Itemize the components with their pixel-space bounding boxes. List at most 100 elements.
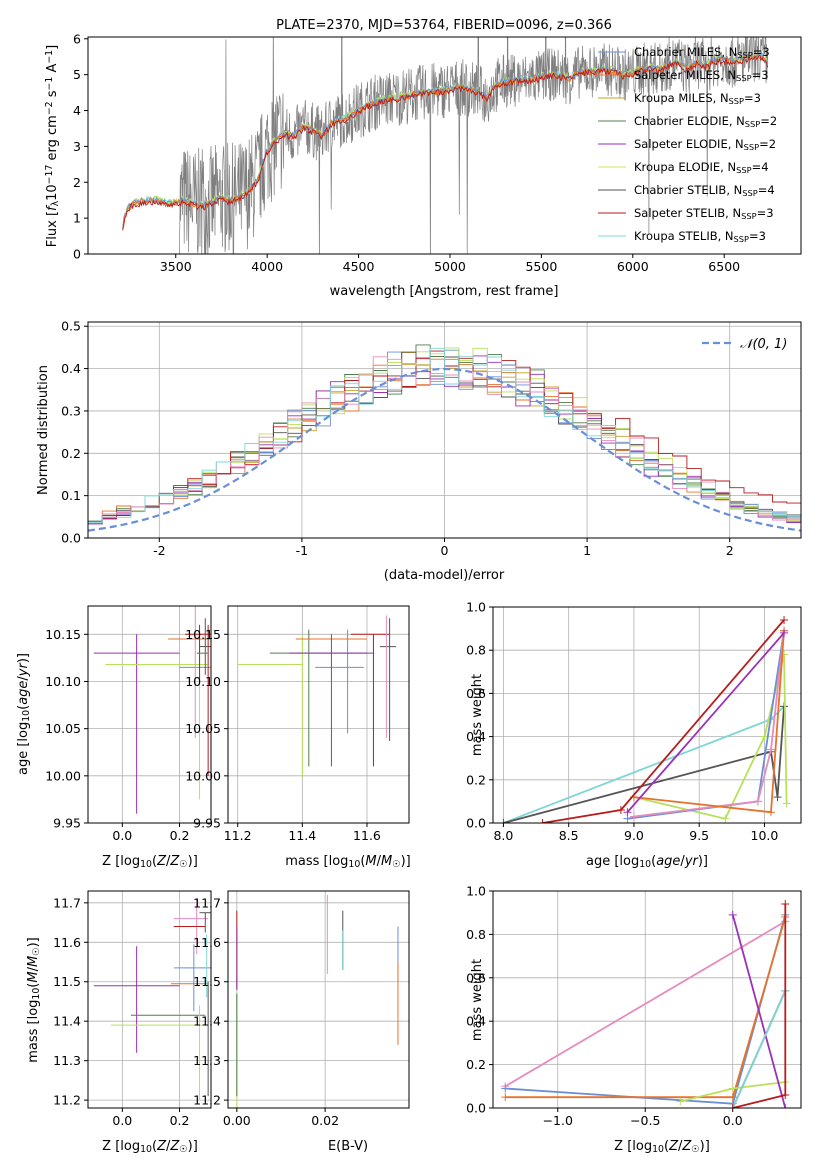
label-part: SSP — [744, 142, 759, 152]
legend-entry: 𝒩(0, 1) — [740, 337, 787, 352]
y-tick-label: 11.4 — [53, 1014, 81, 1029]
label-part: ( — [152, 854, 157, 869]
x-tick-label: 11.2 — [224, 828, 252, 843]
weight-marker — [781, 1090, 790, 1099]
y-tick-label: 11.4 — [193, 1014, 221, 1029]
y-tick-label: 11.5 — [53, 974, 81, 989]
x-tick-label: −1.0 — [543, 1113, 573, 1128]
x-tick-label: 5000 — [434, 259, 466, 274]
label-part: 10 — [140, 1144, 152, 1155]
y-axis-label: mass weight — [470, 959, 485, 1041]
weight-line-pink — [633, 630, 785, 818]
label-part: −1 — [44, 77, 55, 91]
y-tick-label: 0.8 — [466, 643, 486, 658]
weight-line-salpeter_elodie — [731, 914, 787, 1108]
legend-entry: Chabrier ELODIE, NSSP=2 — [634, 114, 777, 129]
weight-marker — [728, 1104, 737, 1108]
x-axis-label: Z [log10(Z/Z☉)] — [102, 1139, 198, 1155]
label-part: =4 — [752, 160, 769, 174]
label-part: M — [381, 854, 392, 869]
label-part: SSP — [737, 50, 752, 60]
x-tick-label: 0.0 — [112, 1113, 132, 1128]
weight-marker — [780, 615, 789, 624]
label-part: )] — [188, 1139, 198, 1154]
weight-marker — [766, 808, 775, 817]
y-tick-label: 9.95 — [193, 816, 221, 831]
weight-marker — [676, 1097, 685, 1106]
x-tick-label: 6000 — [617, 259, 649, 274]
label-part: age [log — [16, 722, 31, 775]
weight-marker — [501, 1084, 510, 1093]
label-part: )] — [26, 937, 41, 947]
normal-curve — [88, 367, 801, 532]
label-part: yr — [684, 854, 700, 869]
label-part: ] — [45, 45, 60, 50]
y-tick-label: 0.0 — [61, 531, 81, 546]
y-axis-label: mass [log10(M/M☉)] — [26, 937, 42, 1063]
x-tick-label: 0.2 — [170, 828, 190, 843]
legend-entry: Chabrier MILES, NSSP=3 — [634, 45, 770, 60]
label-part: M — [365, 854, 376, 869]
y-tick-label: 0.4 — [466, 1014, 486, 1029]
label-part: Z — [156, 1139, 167, 1154]
label-part: 10 — [348, 859, 360, 870]
y-tick-label: 0.4 — [61, 361, 81, 376]
label-part: Z — [169, 854, 180, 869]
legend-entry: Salpeter STELIB, NSSP=3 — [634, 206, 774, 221]
label-part: =3 — [753, 45, 770, 59]
y-tick-label: 0.2 — [466, 1057, 486, 1072]
y-tick-label: 4 — [73, 103, 81, 118]
label-part: f — [45, 204, 60, 211]
label-part: Salpeter MILES, N — [634, 68, 736, 82]
x-axis-label: E(B-V) — [328, 1139, 368, 1154]
axes-frame — [87, 605, 212, 824]
label-part: =3 — [752, 68, 769, 82]
x-tick-label: -2 — [153, 543, 165, 558]
label-part: ☉ — [179, 1144, 187, 1155]
age-vs-mass-panel: 11.2 11.4 11.6 9.95 10.00 10.05 10.10 10.15 mass… — [185, 605, 411, 870]
label-part: ( — [152, 1139, 157, 1154]
weight-line-salpeter_elodie — [626, 632, 785, 813]
y-tick-label: 11.3 — [53, 1053, 81, 1068]
weight-marker — [766, 745, 775, 754]
weight-marker — [728, 1084, 737, 1093]
label-part: yr — [16, 661, 31, 677]
y-tick-label: 11.3 — [193, 1053, 221, 1068]
label-part: ☉ — [179, 859, 187, 870]
y-tick-label: 5 — [73, 67, 81, 82]
label-part: Z — [156, 854, 167, 869]
y-tick-label: 10.10 — [185, 674, 221, 689]
axes-frame — [227, 605, 410, 824]
label-part: =2 — [759, 137, 776, 151]
weight-marker — [753, 797, 762, 806]
y-tick-label: 10.15 — [185, 627, 221, 642]
label-part: )] — [401, 854, 411, 869]
weight-marker — [773, 793, 782, 802]
label-part: Z — [668, 1139, 679, 1154]
x-tick-label: 10.0 — [751, 828, 779, 843]
label-part: age [log — [586, 854, 639, 869]
label-part: M — [26, 956, 41, 967]
y-tick-label: 0.2 — [466, 772, 486, 787]
label-part: 10 — [639, 859, 651, 870]
legend-entry: Salpeter ELODIE, NSSP=2 — [634, 137, 776, 152]
x-tick-label: 8.5 — [559, 828, 579, 843]
plot-area — [88, 344, 801, 532]
axes-frame — [492, 890, 802, 1109]
x-tick-label: 3500 — [160, 259, 192, 274]
label-part: Flux [ — [45, 211, 60, 247]
label-part: ☉ — [392, 859, 400, 870]
x-axis-label: Z [log10(Z/Z☉)] — [102, 854, 198, 870]
axes-frame — [87, 36, 802, 255]
y-tick-label: 0.0 — [466, 816, 486, 831]
plot-area — [501, 900, 790, 1108]
y-tick-label: 1 — [73, 211, 81, 226]
y-tick-label: 10.05 — [185, 721, 221, 736]
label-part: erg cm — [45, 115, 60, 164]
legend-entry: Kroupa MILES, NSSP=3 — [634, 91, 761, 106]
label-part: Z — [681, 1139, 692, 1154]
y-tick-label: 0.1 — [61, 488, 81, 503]
x-axis-label: Z [log10(Z/Z☉)] — [614, 1139, 710, 1155]
label-part: / — [26, 966, 41, 971]
